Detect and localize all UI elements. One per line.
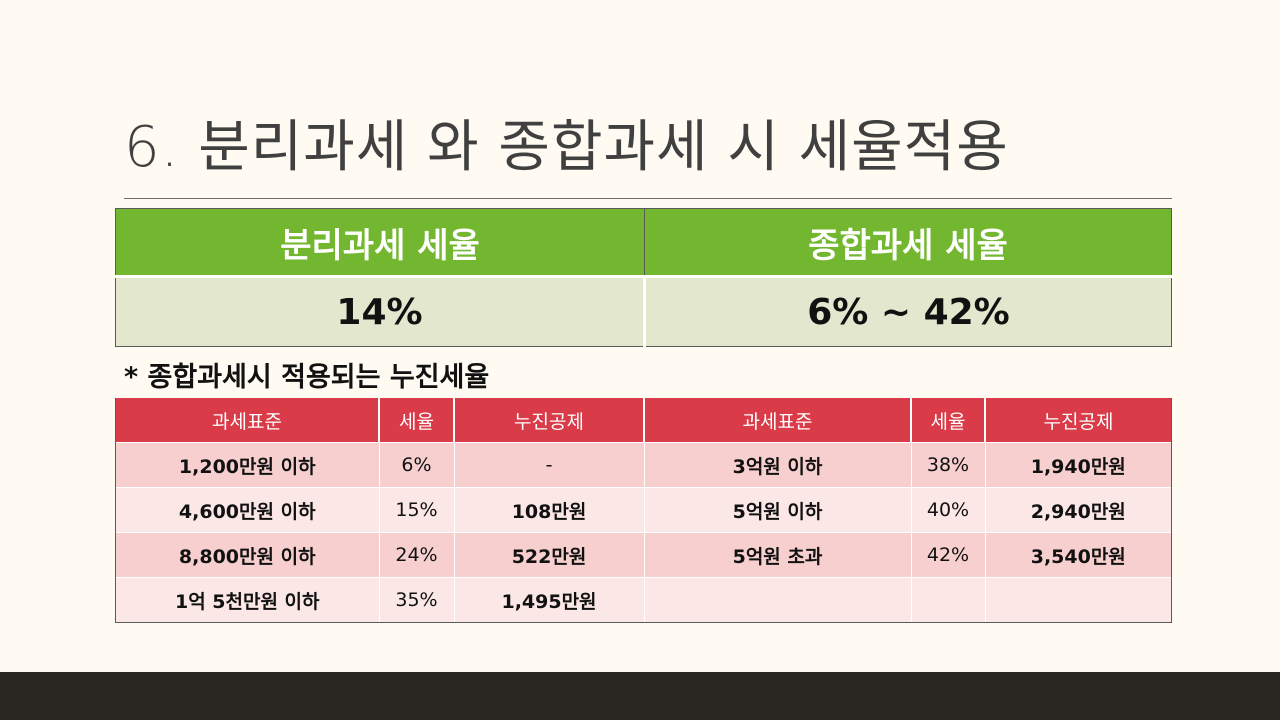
column-header: 세율 xyxy=(910,398,985,443)
table-header-row: 과세표준 세율 누진공제 과세표준 세율 누진공제 xyxy=(115,398,1172,443)
deduction-cell: 3,540만원 xyxy=(984,532,1172,578)
separate-tax-rate-header: 분리과세 세율 xyxy=(115,208,645,277)
rate-cell: 24% xyxy=(378,532,454,578)
deduction-cell: 1,940만원 xyxy=(984,442,1172,488)
rate-cell: 38% xyxy=(910,442,985,488)
rate-cell xyxy=(910,577,985,623)
comprehensive-tax-rate-value: 6% ~ 42% xyxy=(644,275,1172,347)
rate-cell: 6% xyxy=(378,442,454,488)
table-row: 8,800만원 이하 24% 522만원 5억원 초과 42% 3,540만원 xyxy=(115,532,1172,578)
deduction-cell: - xyxy=(453,442,644,488)
comprehensive-tax-rate-header: 종합과세 세율 xyxy=(644,208,1172,277)
rate-cell: 42% xyxy=(910,532,985,578)
tax-base-cell: 1,200만원 이하 xyxy=(115,442,379,488)
title-divider xyxy=(124,198,1172,199)
deduction-cell: 108만원 xyxy=(453,487,644,533)
deduction-cell: 522만원 xyxy=(453,532,644,578)
column-header: 과세표준 xyxy=(643,398,911,443)
rate-cell: 40% xyxy=(910,487,985,533)
deduction-cell xyxy=(984,577,1172,623)
column-header: 누진공제 xyxy=(453,398,644,443)
table-row: 1,200만원 이하 6% - 3억원 이하 38% 1,940만원 xyxy=(115,442,1172,488)
rate-cell: 35% xyxy=(378,577,454,623)
tax-rate-summary-table: 분리과세 세율 종합과세 세율 14% 6% ~ 42% xyxy=(115,208,1172,347)
progressive-tax-table: 과세표준 세율 누진공제 과세표준 세율 누진공제 1,200만원 이하 6% … xyxy=(115,398,1172,623)
deduction-cell: 1,495만원 xyxy=(453,577,644,623)
table-row: 1억 5천만원 이하 35% 1,495만원 xyxy=(115,577,1172,623)
progressive-rate-note: * 종합과세시 적용되는 누진세율 xyxy=(124,362,490,393)
table-row: 4,600만원 이하 15% 108만원 5억원 이하 40% 2,940만원 xyxy=(115,487,1172,533)
tax-base-cell: 3억원 이하 xyxy=(643,442,911,488)
footer-bar xyxy=(0,672,1280,720)
tax-base-cell: 5억원 초과 xyxy=(643,532,911,578)
separate-tax-rate-value: 14% xyxy=(115,275,646,347)
column-header: 세율 xyxy=(378,398,454,443)
tax-base-cell: 1억 5천만원 이하 xyxy=(115,577,379,623)
slide: 6. 분리과세 와 종합과세 시 세율적용 분리과세 세율 종합과세 세율 14… xyxy=(115,115,1172,623)
slide-title: 6. 분리과세 와 종합과세 시 세율적용 xyxy=(124,115,1009,180)
column-header: 누진공제 xyxy=(984,398,1172,443)
rate-cell: 15% xyxy=(378,487,454,533)
tax-base-cell xyxy=(643,577,911,623)
tax-base-cell: 8,800만원 이하 xyxy=(115,532,379,578)
tax-base-cell: 4,600만원 이하 xyxy=(115,487,379,533)
tax-base-cell: 5억원 이하 xyxy=(643,487,911,533)
column-header: 과세표준 xyxy=(115,398,379,443)
deduction-cell: 2,940만원 xyxy=(984,487,1172,533)
